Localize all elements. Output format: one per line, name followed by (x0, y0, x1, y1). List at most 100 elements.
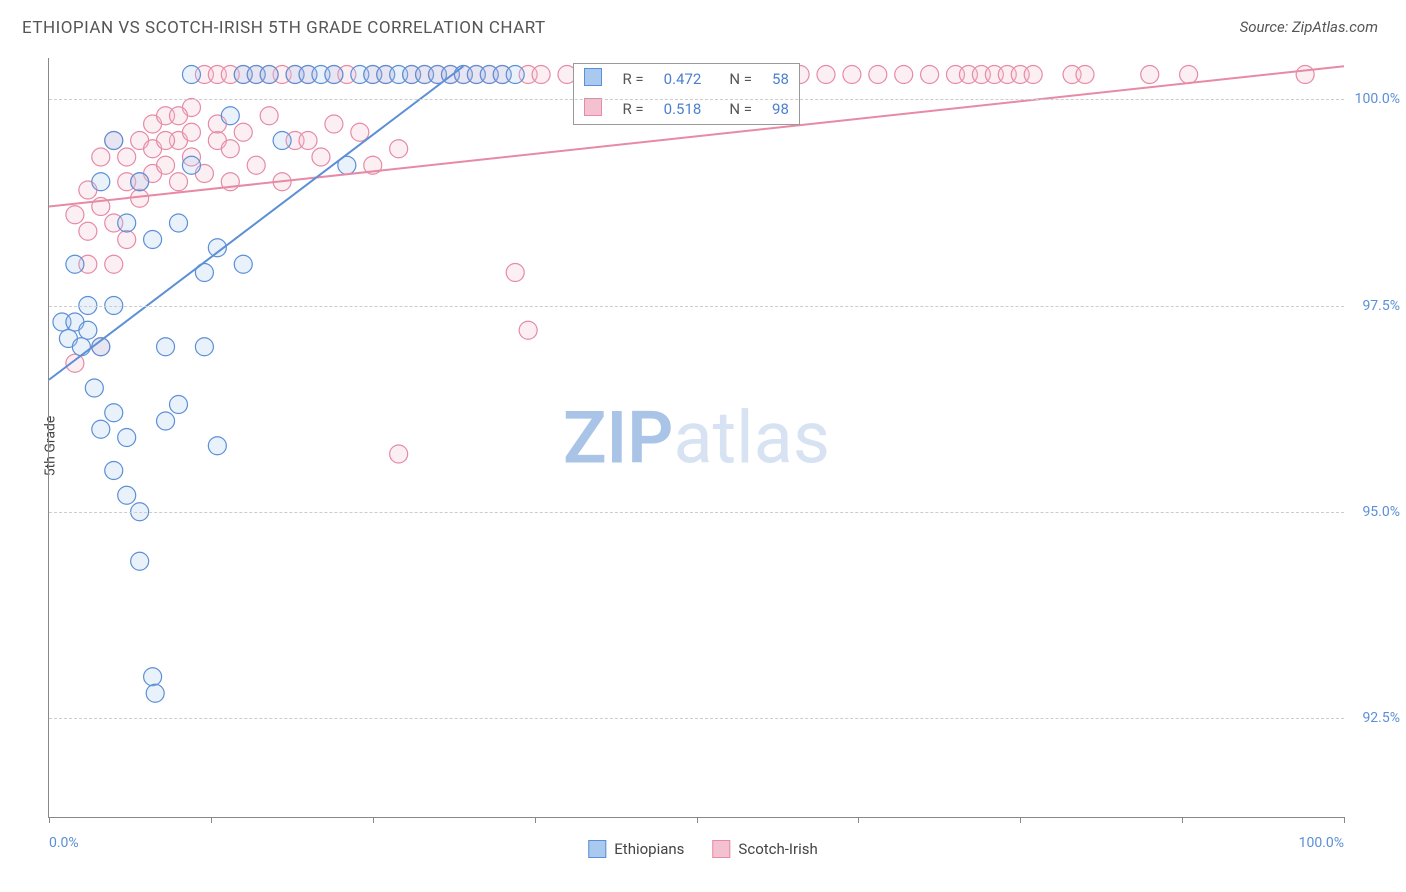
legend-label: Ethiopians (614, 840, 684, 858)
scatter-point (519, 321, 537, 339)
legend-swatch (584, 68, 602, 86)
scatter-point (506, 66, 524, 84)
scatter-point (118, 429, 136, 447)
x-tick-label-right: 100.0% (1299, 835, 1344, 851)
scatter-point (131, 173, 149, 191)
scatter-point (157, 412, 175, 430)
scatter-point (817, 66, 835, 84)
chart-container: ETHIOPIAN VS SCOTCH-IRISH 5TH GRADE CORR… (0, 0, 1406, 892)
scatter-point (1076, 66, 1094, 84)
scatter-point (221, 140, 239, 158)
x-tick (697, 817, 698, 823)
x-tick (1020, 817, 1021, 823)
scatter-point (234, 255, 252, 273)
scatter-point (260, 107, 278, 125)
legend-swatch (712, 840, 730, 858)
scatter-point (1296, 66, 1314, 84)
scatter-point (118, 148, 136, 166)
gridline (49, 718, 1344, 719)
scatter-point (92, 420, 110, 438)
gridline (49, 99, 1344, 100)
scatter-point (299, 132, 317, 150)
legend-swatch (584, 98, 602, 116)
x-tick (49, 817, 50, 823)
scatter-point (843, 66, 861, 84)
scatter-point (921, 66, 939, 84)
scatter-point (105, 132, 123, 150)
gridline (49, 306, 1344, 307)
scatter-point (79, 222, 97, 240)
scatter-point (157, 156, 175, 174)
x-tick (211, 817, 212, 823)
scatter-point (92, 148, 110, 166)
scatter-point (325, 115, 343, 133)
scatter-point (105, 462, 123, 480)
x-tick-label-left: 0.0% (49, 835, 79, 851)
scatter-point (182, 66, 200, 84)
scatter-point (131, 552, 149, 570)
scatter-point (182, 123, 200, 141)
source-credit: Source: ZipAtlas.com (1240, 18, 1378, 36)
chart-title: ETHIOPIAN VS SCOTCH-IRISH 5TH GRADE CORR… (22, 18, 546, 38)
plot-area: ZIPatlas R =0.472N =58R =0.518N =98 92.5… (48, 58, 1344, 818)
scatter-point (390, 445, 408, 463)
scatter-point (532, 66, 550, 84)
x-tick (1344, 817, 1345, 823)
scatter-point (260, 66, 278, 84)
y-tick-label: 92.5% (1362, 710, 1400, 726)
x-tick (1182, 817, 1183, 823)
stat-n-label: N = (711, 64, 762, 94)
scatter-point (66, 206, 84, 224)
gridline (49, 512, 1344, 513)
legend-item: Ethiopians (588, 840, 684, 858)
scatter-point (157, 132, 175, 150)
scatter-point (92, 173, 110, 191)
scatter-point (351, 123, 369, 141)
scatter-point (247, 156, 265, 174)
scatter-point (79, 321, 97, 339)
scatter-point (273, 132, 291, 150)
scatter-point (105, 404, 123, 422)
scatter-point (869, 66, 887, 84)
scatter-point (66, 354, 84, 372)
series-legend: Ethiopians Scotch-Irish (588, 840, 817, 858)
scatter-point (66, 255, 84, 273)
scatter-point (506, 264, 524, 282)
scatter-point (72, 338, 90, 356)
scatter-point (144, 231, 162, 249)
scatter-point (118, 231, 136, 249)
scatter-point (118, 486, 136, 504)
scatter-point (195, 338, 213, 356)
legend-label: Scotch-Irish (738, 840, 817, 858)
scatter-point (221, 107, 239, 125)
scatter-point (312, 148, 330, 166)
legend-item: Scotch-Irish (712, 840, 817, 858)
scatter-point (325, 66, 343, 84)
scatter-point (182, 156, 200, 174)
scatter-svg (49, 58, 1344, 817)
x-tick (858, 817, 859, 823)
y-tick-label: 100.0% (1355, 91, 1400, 107)
scatter-point (390, 140, 408, 158)
scatter-point (1141, 66, 1159, 84)
stat-n-value: 58 (762, 64, 799, 94)
scatter-point (146, 684, 164, 702)
legend-swatch (588, 840, 606, 858)
scatter-point (234, 123, 252, 141)
y-tick-label: 95.0% (1362, 504, 1400, 520)
stats-legend: R =0.472N =58R =0.518N =98 (573, 63, 799, 125)
scatter-point (208, 437, 226, 455)
x-tick (535, 817, 536, 823)
scatter-point (85, 379, 103, 397)
stat-r-value: 0.472 (654, 64, 712, 94)
scatter-point (895, 66, 913, 84)
scatter-point (105, 255, 123, 273)
scatter-point (170, 107, 188, 125)
scatter-point (170, 214, 188, 232)
scatter-point (157, 338, 175, 356)
scatter-point (170, 173, 188, 191)
scatter-point (144, 668, 162, 686)
x-tick (373, 817, 374, 823)
scatter-point (1024, 66, 1042, 84)
y-tick-label: 97.5% (1362, 298, 1400, 314)
